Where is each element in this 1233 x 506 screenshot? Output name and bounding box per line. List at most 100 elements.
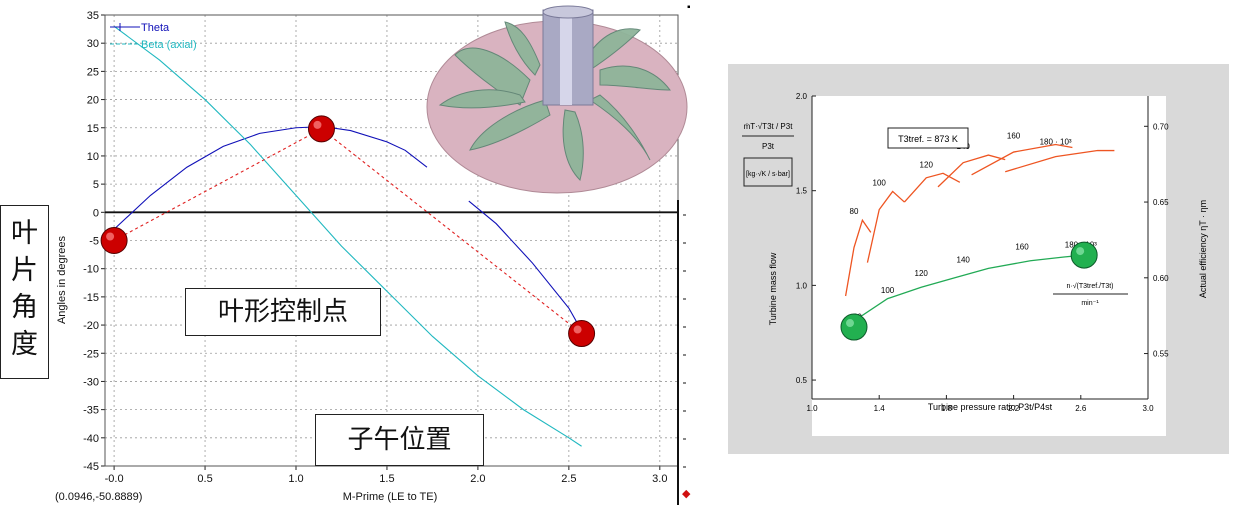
beta-line — [113, 25, 582, 447]
legend-theta-label: Theta — [141, 22, 170, 34]
meridional-text: 子午位置 — [347, 425, 452, 455]
mass-flow-curve — [845, 254, 1085, 336]
x-tick-label: 3.0 — [652, 473, 667, 485]
control-points-text: 叶形控制点 — [217, 297, 348, 327]
y-right-tick-label: 0.60 — [1153, 274, 1169, 283]
control-points-label: 叶形控制点 — [185, 288, 381, 336]
vlabel-char-3: 角 — [11, 292, 38, 323]
turbine-tick-labels: 1.0 1.4 1.8 2.2 2.6 3.0 2.0 1.5 1.0 0.5 0.70 0.65 0.… — [796, 92, 1169, 413]
x-tick-label: 1.0 — [288, 473, 303, 485]
theta-line — [113, 126, 583, 331]
y-tick-label: -10 — [83, 264, 99, 276]
control-point — [568, 320, 596, 348]
chart-axes — [101, 14, 686, 505]
x-tick-label: 2.5 — [561, 473, 576, 485]
speed-unit: min⁻¹ — [1081, 300, 1099, 307]
y-left-tick-label: 0.5 — [796, 376, 808, 385]
operating-point-highlight — [1076, 247, 1085, 256]
x-tick-label: 1.5 — [379, 473, 394, 485]
y-tick-label: -15 — [83, 292, 99, 304]
cursor-readout: (0.0946,-50.8889) — [55, 491, 142, 503]
efficiency-speed-label: 120 — [920, 160, 934, 169]
efficiency-curve — [844, 218, 872, 297]
control-point — [100, 227, 128, 254]
y-left-tick-label: 1.0 — [796, 281, 808, 290]
temperature-box — [887, 127, 969, 149]
chart-series — [100, 25, 596, 447]
mass-flow-unit: [kg·√K / s·bar] — [746, 170, 790, 178]
control-point-highlight — [313, 120, 322, 129]
efficiency-curve — [937, 154, 1006, 188]
control-point-highlight — [573, 325, 582, 334]
legend-beta-label: Beta (axial) — [141, 39, 197, 51]
mass-flow-speed-label: 140 — [957, 256, 971, 265]
y-tick-labels: 35 30 25 20 15 10 5 0 -5 -10 -15 -20 -25 -30 -35 -40 -45 — [83, 10, 99, 473]
y-tick-label: 20 — [87, 95, 99, 107]
y-tick-label: 5 — [93, 179, 99, 191]
y-right-tick-label: 0.55 — [1153, 350, 1169, 359]
mass-flow-speed-label: 100 — [881, 286, 895, 295]
y-tick-label: -45 — [83, 461, 99, 473]
mass-flow-speed-label: 160 — [1015, 242, 1029, 251]
x-tick-label: 3.0 — [1142, 404, 1154, 413]
efficiency-curve — [1005, 149, 1115, 173]
svg-text:▪: ▪ — [687, 2, 691, 13]
efficiency-speed-label: 80 — [850, 207, 859, 216]
control-point-highlight — [106, 232, 115, 241]
efficiency-curve — [971, 143, 1073, 176]
marker-icon: ◆ — [682, 488, 691, 500]
mass-flow-param: ṁT·√T3t / P3t — [744, 122, 794, 131]
y-left-tick-label: 1.5 — [796, 187, 808, 196]
y-tick-label: -40 — [83, 433, 99, 445]
vlabel-char-1: 叶 — [11, 218, 38, 249]
x-tick-label: 1.8 — [941, 404, 953, 413]
x-axis-title: Turbine pressure ratio P3t/P4st — [928, 402, 1053, 412]
y-axis-left-title: Turbine mass flow — [768, 252, 778, 325]
temperature-text: T3tref. = 873 K — [898, 134, 958, 144]
x-tick-label: 0.5 — [197, 473, 212, 485]
y-axis-title: Angles in degrees — [56, 235, 68, 324]
efficiency-speed-label: 180 · 10³ — [1040, 138, 1072, 147]
operating-point — [1070, 241, 1098, 269]
blade-angle-label: 叶 片 角 度 — [0, 205, 49, 379]
y-tick-label: 10 — [87, 151, 99, 163]
y-tick-label: -30 — [83, 376, 99, 388]
chart-legend: Theta Beta (axial) — [110, 22, 197, 51]
efficiency-speed-label: 100 — [873, 178, 887, 187]
mass-flow-speed-label: 120 — [915, 269, 929, 278]
y-right-tick-label: 0.65 — [1153, 198, 1169, 207]
y-axis-right-title: Actual efficiency ηT · ηm — [1198, 200, 1208, 298]
y-tick-label: -35 — [83, 405, 99, 417]
impeller-illustration — [426, 5, 688, 194]
operating-point-highlight — [846, 319, 854, 328]
y-tick-label: 25 — [87, 66, 99, 78]
meridional-position-label: 子午位置 — [315, 414, 484, 466]
vlabel-char-2: 片 — [11, 255, 38, 286]
y-tick-label: 30 — [87, 38, 99, 50]
x-axis-title: M-Prime (LE to TE) — [343, 491, 438, 503]
plot-area — [812, 96, 1166, 436]
x-tick-label: 1.0 — [806, 404, 818, 413]
x-tick-label: 2.2 — [1008, 404, 1020, 413]
x-tick-label: 1.4 — [874, 404, 886, 413]
y-tick-label: 15 — [87, 123, 99, 135]
efficiency-curve — [866, 190, 905, 263]
operating-point-markers — [840, 241, 1098, 341]
vlabel-char-4: 度 — [11, 329, 38, 360]
y-tick-label: 35 — [87, 10, 99, 22]
x-tick-label: 2.0 — [470, 473, 485, 485]
x-tick-label: -0.0 — [105, 473, 124, 485]
efficiency-curve — [903, 172, 961, 203]
y-tick-label: -20 — [83, 320, 99, 332]
turbine-axes — [811, 95, 1149, 400]
blade-angle-chart: 35 30 25 20 15 10 5 0 -5 -10 -15 -20 -25 -30 -35 -40 -45… — [55, 2, 691, 505]
control-point — [307, 115, 335, 143]
y-tick-label: 0 — [93, 207, 99, 219]
turbine-map-chart: 1.0 1.4 1.8 2.2 2.6 3.0 2.0 1.5 1.0 0.5 0.70 0.65 0.… — [742, 92, 1208, 436]
mass-flow-param-denominator: P3t — [762, 142, 775, 151]
efficiency-speed-label: 160 — [1007, 131, 1021, 140]
y-right-tick-label: 0.70 — [1153, 122, 1169, 131]
y-left-tick-label: 2.0 — [796, 92, 808, 101]
y-tick-label: -5 — [89, 236, 99, 248]
x-tick-label: 2.6 — [1075, 404, 1087, 413]
